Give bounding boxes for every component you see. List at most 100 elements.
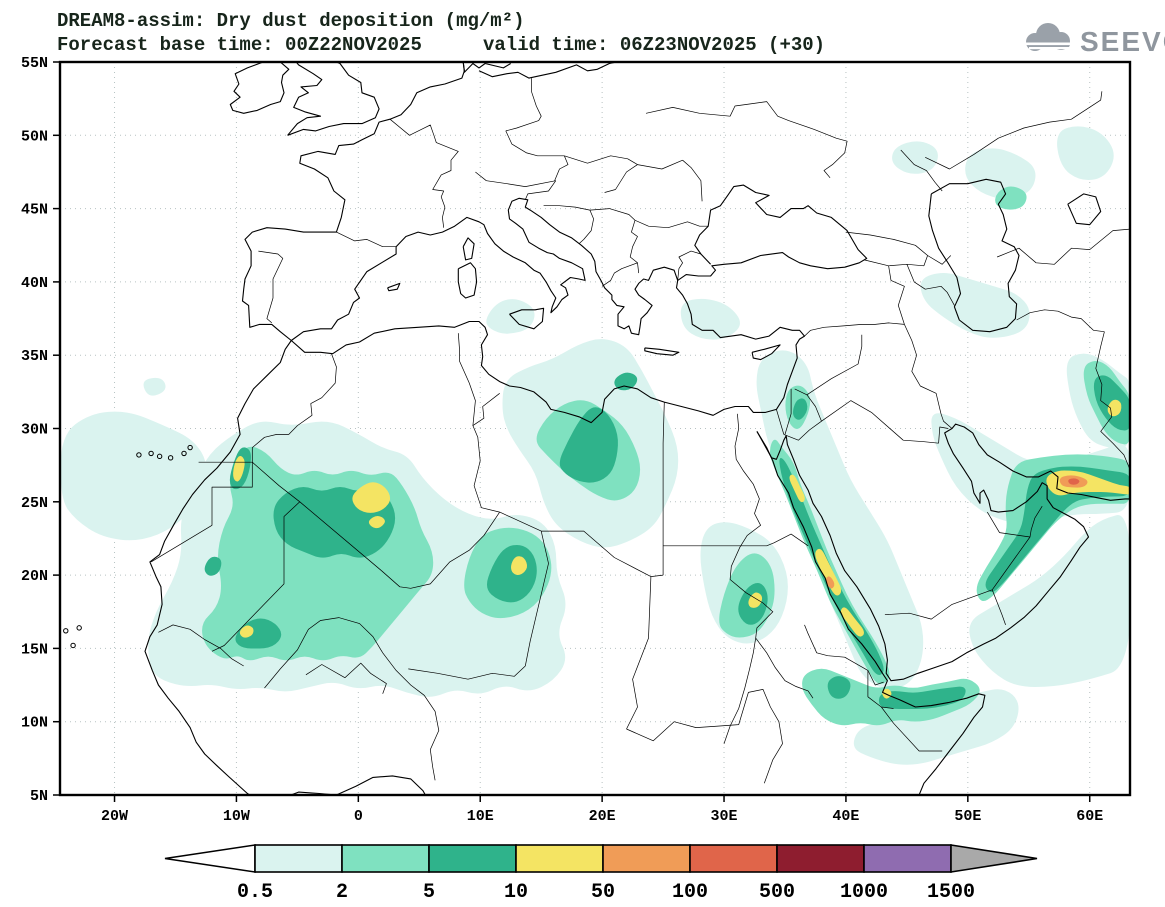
border bbox=[252, 461, 382, 571]
forecast-base-time: Forecast base time: 00Z22NOV2025 bbox=[57, 34, 422, 56]
lat-tick-label: 15N bbox=[21, 641, 48, 658]
dust-contour bbox=[995, 186, 1027, 210]
colorbar-label: 0.5 bbox=[237, 881, 273, 904]
lon-tick-label: 20W bbox=[101, 808, 128, 825]
border bbox=[784, 388, 792, 435]
border bbox=[881, 706, 943, 752]
border bbox=[457, 333, 476, 426]
dust-contour bbox=[825, 576, 835, 589]
border bbox=[1016, 309, 1105, 333]
coastline bbox=[287, 62, 323, 136]
logo-text: SEEVCCC bbox=[1080, 26, 1165, 57]
lon-tick-label: 10W bbox=[223, 808, 250, 825]
border bbox=[804, 322, 905, 337]
border bbox=[662, 402, 665, 576]
border bbox=[499, 511, 664, 577]
dust-contour bbox=[892, 141, 938, 174]
dust-contour bbox=[969, 515, 1130, 688]
dust-contour bbox=[368, 515, 385, 529]
dust-contour bbox=[827, 676, 851, 699]
border bbox=[938, 426, 949, 444]
border bbox=[389, 118, 459, 228]
cloud-icon bbox=[1024, 23, 1073, 51]
island bbox=[167, 455, 174, 461]
border bbox=[626, 576, 652, 730]
river bbox=[158, 624, 244, 667]
colorbar-segment bbox=[776, 844, 865, 873]
border bbox=[986, 511, 1031, 538]
colorbar-label: 500 bbox=[759, 881, 795, 904]
lat-tick-label: 55N bbox=[21, 55, 48, 72]
island bbox=[156, 453, 163, 460]
border bbox=[211, 501, 301, 652]
lat-tick-label: 35N bbox=[21, 348, 48, 365]
colorbar-label: 5 bbox=[423, 881, 435, 904]
border bbox=[794, 334, 863, 396]
lat-tick-label: 10N bbox=[21, 715, 48, 732]
island bbox=[70, 642, 76, 649]
colorbar-label: 10 bbox=[504, 881, 528, 904]
coastline bbox=[290, 184, 868, 424]
border bbox=[864, 255, 928, 267]
island bbox=[63, 628, 69, 634]
lat-tick-label: 25N bbox=[21, 495, 48, 512]
lon-tick-label: 40E bbox=[832, 808, 859, 825]
lon-tick-label: 60E bbox=[1076, 808, 1103, 825]
lat-tick-label: 45N bbox=[21, 202, 48, 219]
border bbox=[884, 589, 993, 620]
colorbar-segment bbox=[689, 844, 778, 873]
colorbar-segment bbox=[515, 844, 604, 873]
lat-tick-label: 40N bbox=[21, 275, 48, 292]
border bbox=[906, 264, 955, 306]
coastline bbox=[751, 344, 781, 361]
dust-contours bbox=[60, 126, 1130, 765]
colorbar-label: 1500 bbox=[927, 881, 975, 904]
coastline bbox=[1067, 193, 1102, 226]
border bbox=[381, 511, 500, 589]
colorbar-segment bbox=[863, 844, 952, 873]
lon-tick-label: 20E bbox=[589, 808, 616, 825]
border bbox=[867, 670, 894, 709]
coastline bbox=[644, 347, 680, 356]
valid-time: valid time: 06Z23NOV2025 (+30) bbox=[483, 34, 825, 56]
coastline bbox=[241, 62, 465, 341]
dust-contour bbox=[815, 548, 842, 596]
island bbox=[76, 625, 82, 631]
colorbar-under-arrow bbox=[164, 844, 256, 873]
island bbox=[181, 450, 187, 457]
dust-contour bbox=[920, 272, 1030, 338]
coastline bbox=[478, 62, 617, 79]
colorbar-label: 2 bbox=[336, 881, 348, 904]
border bbox=[776, 409, 785, 435]
colorbar: 0.5 2 5 10 50 100 500 1000 1500 bbox=[164, 844, 1038, 904]
coastline bbox=[457, 262, 478, 299]
colorbar-label: 1000 bbox=[840, 881, 888, 904]
river bbox=[264, 617, 440, 781]
border bbox=[845, 231, 952, 265]
rivers bbox=[158, 149, 943, 781]
border bbox=[554, 155, 569, 181]
border bbox=[475, 171, 556, 187]
border bbox=[996, 228, 1130, 265]
coastline bbox=[509, 307, 545, 330]
seevccc-logo: SEEVCCC bbox=[1024, 23, 1165, 57]
border bbox=[783, 394, 822, 441]
coastline bbox=[756, 423, 1130, 682]
axis-ticks: 55N 50N 45N 40N 35N 30N 25N 20N 15N 10N 5N 20W 10W 0 1… bbox=[21, 55, 1103, 825]
border bbox=[604, 164, 638, 193]
lon-tick-label: 10E bbox=[467, 808, 494, 825]
border bbox=[408, 665, 526, 680]
river bbox=[900, 149, 943, 192]
coastline bbox=[462, 237, 475, 261]
border bbox=[991, 506, 1043, 591]
dust-contour bbox=[239, 625, 254, 638]
border bbox=[991, 589, 1006, 626]
dust-contour bbox=[352, 482, 391, 513]
island bbox=[148, 450, 154, 457]
colorbar-segment bbox=[341, 844, 430, 873]
dust-contour bbox=[793, 398, 808, 420]
colorbar-label: 100 bbox=[672, 881, 708, 904]
dust-contour bbox=[233, 456, 245, 482]
border bbox=[336, 231, 397, 248]
dust-contour bbox=[204, 556, 222, 576]
